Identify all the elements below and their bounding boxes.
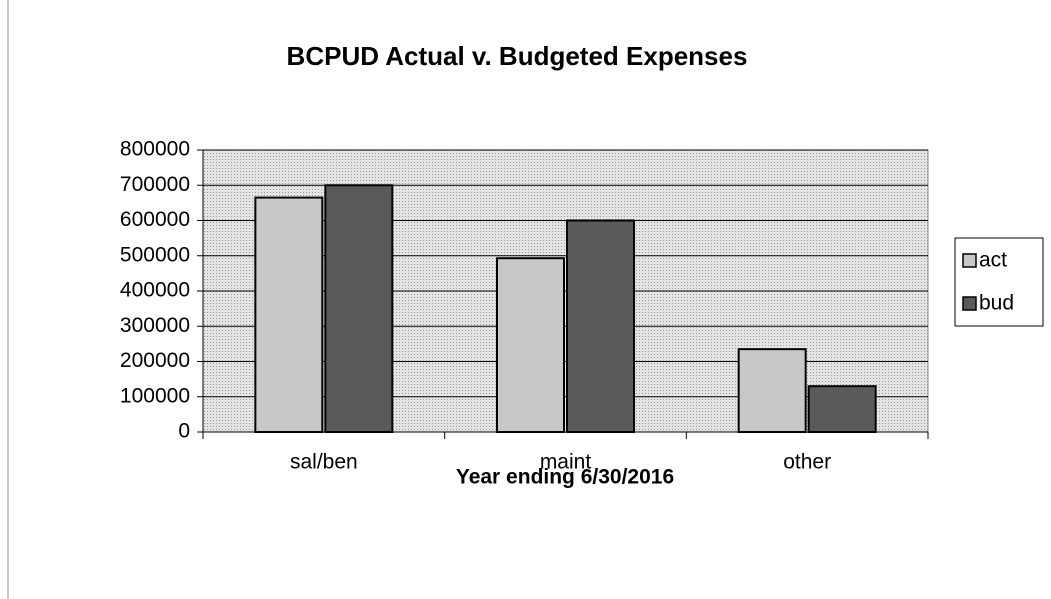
bar [496, 257, 565, 433]
y-tick-label: 600000 [120, 208, 190, 231]
legend-swatch [962, 296, 977, 311]
bar [324, 184, 394, 433]
legend-label: act [979, 249, 1007, 272]
bar [254, 196, 324, 433]
y-tick-label: 400000 [120, 279, 190, 302]
bar [566, 219, 635, 433]
y-tick-label: 200000 [120, 349, 190, 372]
legend [954, 237, 1044, 327]
y-tick-label: 100000 [120, 384, 190, 407]
x-tick-label: other [783, 451, 831, 474]
x-tick-label: maint [540, 451, 592, 474]
bar [737, 348, 807, 434]
y-tick-label: 500000 [120, 243, 190, 266]
bar [807, 385, 877, 433]
y-tick-label: 700000 [120, 173, 190, 196]
legend-label: bud [979, 292, 1014, 315]
y-tick-label: 800000 [120, 138, 190, 161]
y-tick-label: 0 [178, 420, 190, 443]
y-tick-label: 300000 [120, 314, 190, 337]
x-tick-label: sal/ben [290, 451, 358, 474]
x-axis-label: Year ending 6/30/2016 [456, 466, 674, 489]
legend-swatch [962, 253, 977, 268]
chart-title: BCPUD Actual v. Budgeted Expenses [287, 41, 748, 71]
